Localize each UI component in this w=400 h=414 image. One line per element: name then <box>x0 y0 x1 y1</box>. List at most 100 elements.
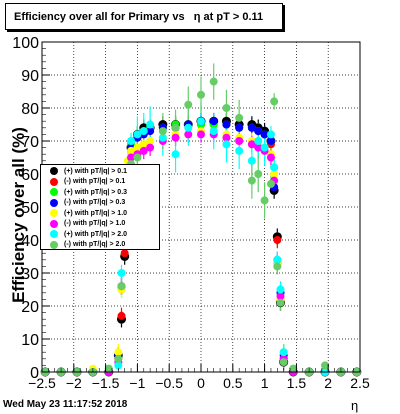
legend-marker-icon <box>50 167 58 176</box>
data-point <box>266 137 275 145</box>
data-point <box>276 292 285 301</box>
data-point <box>197 117 205 126</box>
data-point <box>235 137 244 145</box>
data-point <box>260 130 269 139</box>
data-point <box>235 146 244 155</box>
x-tick-label: −0.5 <box>155 375 183 391</box>
legend-entry: (-) with pT/|q| > 0.1 <box>41 177 159 188</box>
data-point <box>247 140 256 149</box>
legend: (+) with pT/|q| > 0.1 (-) with pT/|q| > 0… <box>40 164 160 250</box>
data-point <box>222 140 231 149</box>
chart-title: Efficiency over all for Primary vs η at … <box>5 3 283 30</box>
data-point <box>139 127 148 136</box>
y-axis-title: Efficiency over all (%) <box>9 127 28 303</box>
data-point <box>184 100 193 109</box>
data-point <box>127 153 136 162</box>
data-point <box>146 143 155 152</box>
data-point <box>158 133 167 142</box>
data-point <box>133 153 142 162</box>
data-point <box>127 146 136 155</box>
data-point <box>247 176 256 185</box>
legend-label: (-) with pT/|q| > 2.0 <box>64 241 126 249</box>
data-point <box>266 130 275 139</box>
data-point <box>117 269 126 277</box>
data-point <box>104 364 113 373</box>
data-point <box>273 255 282 264</box>
legend-marker-icon <box>50 198 58 207</box>
data-point <box>235 113 244 122</box>
legend-label: (+) with pT/|q| > 2.0 <box>64 230 128 238</box>
legend-label: (+) with pT/|q| > 0.1 <box>64 167 128 175</box>
data-point <box>133 143 142 152</box>
data-point <box>254 170 263 178</box>
data-point <box>222 120 231 129</box>
legend-marker-icon <box>50 230 58 239</box>
legend-marker-icon <box>50 177 58 186</box>
legend-marker-icon <box>50 188 58 197</box>
x-tick-label: 0.5 <box>223 375 243 391</box>
x-tick-label: 0 <box>197 375 205 391</box>
data-point <box>273 262 282 271</box>
timestamp-footer: Wed May 23 11:17:52 2018 <box>3 399 128 410</box>
data-point <box>247 156 256 165</box>
data-point <box>117 311 126 320</box>
legend-label: (-) with pT/|q| > 0.1 <box>64 178 126 186</box>
x-tick-label: −1.5 <box>92 375 120 391</box>
data-point <box>270 170 279 178</box>
data-point <box>209 117 218 126</box>
y-tick-label: 80 <box>21 101 39 118</box>
data-point <box>266 179 275 188</box>
data-point <box>209 127 218 136</box>
data-point <box>260 143 269 152</box>
data-point <box>276 285 285 294</box>
legend-label: (-) with pT/|q| > 1.0 <box>64 220 126 228</box>
data-point <box>247 123 256 132</box>
y-tick-label: 90 <box>21 68 39 85</box>
data-point <box>146 120 155 129</box>
data-point <box>197 130 205 139</box>
data-point <box>222 104 231 112</box>
legend-entry: (+) with pT/|q| > 0.3 <box>41 187 159 198</box>
data-point <box>146 137 155 145</box>
data-point <box>184 123 193 132</box>
x-tick-label: −2 <box>66 375 82 391</box>
data-point <box>266 153 275 162</box>
x-tick-label: 1.5 <box>287 375 307 391</box>
data-point <box>197 90 205 99</box>
data-point <box>222 133 231 142</box>
data-point <box>171 150 180 159</box>
data-point <box>289 364 298 373</box>
legend-label: (+) with pT/|q| > 0.3 <box>64 188 128 196</box>
data-point <box>114 348 123 357</box>
legend-marker-icon <box>50 240 58 249</box>
data-point <box>171 123 180 132</box>
y-tick-label: 20 <box>21 299 39 316</box>
data-point <box>273 236 282 244</box>
y-tick-label: 70 <box>21 134 39 151</box>
y-tick-label: 0 <box>30 365 39 382</box>
y-tick-label: 10 <box>21 332 39 349</box>
legend-entry: (-) with pT/|q| > 2.0 <box>41 240 159 251</box>
data-point <box>120 249 129 258</box>
legend-label: (+) with pT/|q| > 1.0 <box>64 209 128 217</box>
data-point <box>184 130 193 139</box>
data-point <box>279 358 288 367</box>
data-point <box>270 97 279 106</box>
data-point <box>139 146 148 155</box>
data-point <box>171 133 180 142</box>
y-tick-label: 60 <box>21 167 39 184</box>
x-tick-label: 2 <box>324 375 332 391</box>
legend-marker-icon <box>50 209 58 218</box>
data-point <box>254 137 263 145</box>
data-point <box>158 127 167 136</box>
data-point <box>139 140 148 149</box>
x-tick-label: −2.5 <box>28 375 56 391</box>
data-point <box>146 127 155 136</box>
data-point <box>133 130 142 139</box>
y-tick-label: 40 <box>21 233 39 250</box>
data-point <box>209 77 218 86</box>
legend-entry: (-) with pT/|q| > 1.0 <box>41 219 159 230</box>
x-tick-label: 2.5 <box>350 375 370 391</box>
data-point <box>114 361 123 370</box>
data-point <box>270 163 279 172</box>
